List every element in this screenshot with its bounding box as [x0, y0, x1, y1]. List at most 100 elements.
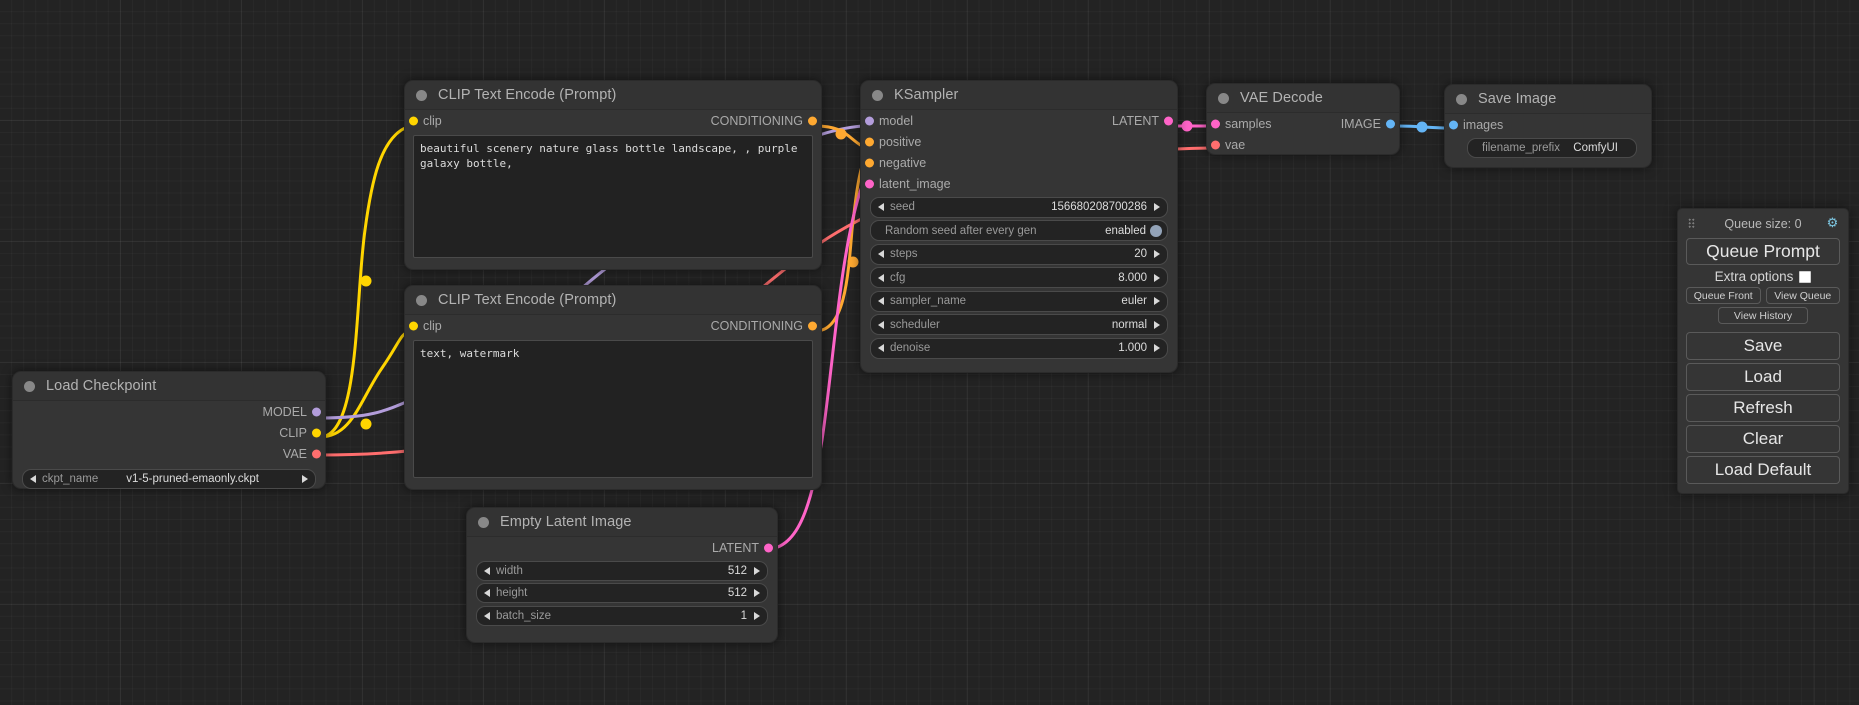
node-clip-text-encode-positive[interactable]: CLIP Text Encode (Prompt) clip CONDITION…: [404, 80, 822, 270]
node-title-bar[interactable]: Load Checkpoint: [13, 372, 325, 401]
collapse-dot-icon[interactable]: [416, 89, 427, 101]
node-clip-text-encode-negative[interactable]: CLIP Text Encode (Prompt) clip CONDITION…: [404, 285, 822, 490]
input-port-images[interactable]: images: [1445, 114, 1651, 135]
port-dot-vae-icon[interactable]: [1211, 140, 1220, 149]
node-title-bar[interactable]: Save Image: [1445, 85, 1651, 114]
widget-value[interactable]: v1-5-pruned-emaonly.ckpt: [126, 473, 260, 485]
decrement-arrow-icon[interactable]: [484, 611, 490, 620]
widget-ckpt-name[interactable]: ckpt_name v1-5-pruned-emaonly.ckpt: [22, 469, 316, 489]
port-dot-latent-icon[interactable]: [865, 179, 874, 188]
port-dot-conditioning-icon[interactable]: [865, 137, 874, 146]
load-default-button[interactable]: Load Default: [1686, 456, 1840, 484]
widget-value[interactable]: 8.000: [1118, 271, 1147, 284]
port-dot-conditioning-icon[interactable]: [808, 321, 817, 330]
increment-arrow-icon[interactable]: [1154, 344, 1160, 352]
output-port-model[interactable]: MODEL: [13, 401, 325, 422]
increment-arrow-icon[interactable]: [1154, 250, 1160, 258]
increment-arrow-icon[interactable]: [754, 566, 760, 575]
decrement-arrow-icon[interactable]: [484, 589, 490, 597]
save-button[interactable]: Save: [1686, 332, 1840, 360]
widget-batch-size[interactable]: batch_size 1: [476, 605, 768, 626]
output-port-clip[interactable]: CLIP: [13, 422, 325, 443]
collapse-dot-icon[interactable]: [1456, 93, 1467, 105]
input-port-samples[interactable]: samples IMAGE: [1207, 113, 1399, 134]
load-button[interactable]: Load: [1686, 363, 1840, 391]
widget-width[interactable]: width 512: [476, 560, 768, 581]
widget-filename-prefix[interactable]: filename_prefix ComfyUI: [1467, 137, 1637, 158]
decrement-arrow-icon[interactable]: [878, 320, 884, 329]
widget-value[interactable]: 512: [727, 564, 747, 577]
increment-arrow-icon[interactable]: [754, 589, 760, 597]
extra-options-row[interactable]: Extra options: [1686, 269, 1840, 284]
widget-cfg[interactable]: cfg 8.000: [870, 267, 1168, 288]
node-title-bar[interactable]: KSampler: [861, 81, 1177, 110]
collapse-dot-icon[interactable]: [24, 380, 35, 392]
widget-value[interactable]: 512: [727, 587, 747, 599]
port-dot-clip-icon[interactable]: [409, 116, 418, 125]
port-dot-latent-icon[interactable]: [1211, 119, 1220, 128]
input-port-vae[interactable]: vae: [1207, 134, 1399, 155]
increment-arrow-icon[interactable]: [1154, 273, 1160, 282]
node-load-checkpoint[interactable]: Load Checkpoint MODEL CLIP VAE ckpt_name…: [12, 371, 326, 489]
increment-arrow-icon[interactable]: [302, 475, 308, 483]
increment-arrow-icon[interactable]: [1154, 203, 1160, 211]
collapse-dot-icon[interactable]: [872, 89, 883, 101]
decrement-arrow-icon[interactable]: [878, 273, 884, 282]
drag-handle-icon[interactable]: [1688, 218, 1695, 229]
port-dot-vae-icon[interactable]: [312, 449, 321, 458]
node-title-bar[interactable]: CLIP Text Encode (Prompt): [405, 81, 821, 110]
increment-arrow-icon[interactable]: [1154, 320, 1160, 329]
node-ksampler[interactable]: KSampler model LATENT positive negative …: [860, 80, 1178, 373]
collapse-dot-icon[interactable]: [478, 516, 489, 528]
node-vae-decode[interactable]: VAE Decode samples IMAGE vae: [1206, 83, 1400, 155]
refresh-button[interactable]: Refresh: [1686, 394, 1840, 422]
decrement-arrow-icon[interactable]: [30, 475, 36, 483]
widget-value[interactable]: 1.000: [1118, 342, 1147, 354]
widget-value[interactable]: 20: [1134, 248, 1147, 260]
widget-height[interactable]: height 512: [476, 583, 768, 603]
input-port-negative[interactable]: negative: [861, 152, 1177, 173]
port-dot-model-icon[interactable]: [312, 407, 321, 416]
node-title-bar[interactable]: CLIP Text Encode (Prompt): [405, 286, 821, 315]
port-dot-image-icon[interactable]: [1449, 120, 1458, 129]
view-history-button[interactable]: View History: [1718, 307, 1808, 324]
node-empty-latent-image[interactable]: Empty Latent Image LATENT width 512 heig…: [466, 507, 778, 643]
decrement-arrow-icon[interactable]: [878, 297, 884, 305]
widget-value[interactable]: ComfyUI: [1573, 141, 1618, 154]
port-dot-clip-icon[interactable]: [312, 428, 321, 437]
node-title-bar[interactable]: Empty Latent Image: [467, 508, 777, 537]
port-dot-conditioning-icon[interactable]: [865, 158, 874, 167]
increment-arrow-icon[interactable]: [1154, 297, 1160, 305]
queue-prompt-button[interactable]: Queue Prompt: [1686, 238, 1840, 265]
decrement-arrow-icon[interactable]: [878, 203, 884, 211]
collapse-dot-icon[interactable]: [416, 294, 427, 306]
gear-icon[interactable]: ⚙: [1826, 215, 1839, 230]
clear-button[interactable]: Clear: [1686, 425, 1840, 453]
prompt-textarea[interactable]: beautiful scenery nature glass bottle la…: [413, 135, 813, 258]
prompt-textarea[interactable]: text, watermark: [413, 340, 813, 478]
input-port-positive[interactable]: positive: [861, 131, 1177, 152]
port-dot-latent-icon[interactable]: [1164, 116, 1173, 125]
widget-value[interactable]: euler: [1121, 295, 1147, 307]
widget-seed[interactable]: seed 156680208700286: [870, 196, 1168, 218]
port-dot-conditioning-icon[interactable]: [808, 116, 817, 125]
extra-options-checkbox[interactable]: [1799, 270, 1812, 283]
input-port-latent-image[interactable]: latent_image: [861, 173, 1177, 194]
decrement-arrow-icon[interactable]: [878, 250, 884, 258]
port-dot-image-icon[interactable]: [1386, 119, 1395, 128]
increment-arrow-icon[interactable]: [754, 611, 760, 620]
widget-denoise[interactable]: denoise 1.000: [870, 337, 1168, 359]
widget-random-seed-toggle[interactable]: Random seed after every gen enabled: [870, 220, 1168, 241]
input-port-model[interactable]: model LATENT: [861, 110, 1177, 131]
output-port-latent[interactable]: LATENT: [467, 537, 777, 558]
port-dot-model-icon[interactable]: [865, 116, 874, 125]
port-dot-latent-icon[interactable]: [764, 543, 773, 552]
input-port-clip[interactable]: clip CONDITIONING: [405, 315, 821, 336]
decrement-arrow-icon[interactable]: [484, 566, 490, 575]
toggle-knob-icon[interactable]: [1150, 224, 1162, 237]
input-port-clip[interactable]: clip CONDITIONING: [405, 110, 821, 131]
view-queue-button[interactable]: View Queue: [1765, 287, 1840, 304]
collapse-dot-icon[interactable]: [1218, 92, 1229, 104]
decrement-arrow-icon[interactable]: [878, 344, 884, 352]
